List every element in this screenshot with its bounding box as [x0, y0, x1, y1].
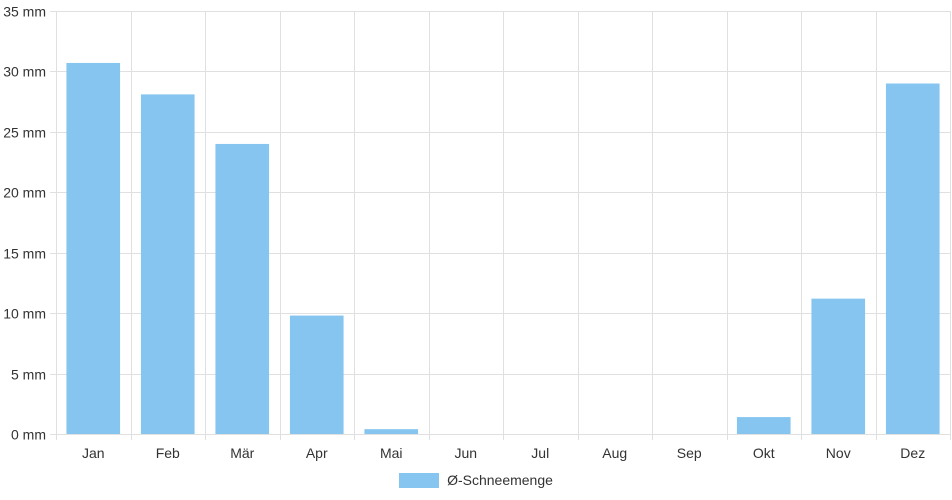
- x-tick-label: Jul: [531, 445, 549, 461]
- y-tick-label: 20 mm: [3, 185, 46, 201]
- legend-label: Ø-Schneemenge: [447, 472, 553, 488]
- bar-okt[interactable]: [736, 417, 791, 434]
- x-tick-label: Jun: [454, 445, 477, 461]
- x-axis-tick-labels: Jan Feb Mär Apr Mai Jun Jul Aug Sep Okt Nov Dez: [82, 445, 925, 461]
- y-tick-label: 35 mm: [3, 4, 46, 20]
- bar-feb[interactable]: [140, 94, 195, 435]
- bar-mai[interactable]: [364, 429, 419, 434]
- y-tick-label: 25 mm: [3, 125, 46, 141]
- grid-lines: [50, 11, 951, 440]
- bar-mär[interactable]: [215, 143, 270, 434]
- bar-jan[interactable]: [66, 62, 121, 435]
- y-tick-label: 15 mm: [3, 246, 46, 262]
- x-tick-label: Sep: [677, 445, 702, 461]
- x-tick-label: Jan: [82, 445, 105, 461]
- x-tick-label: Aug: [602, 445, 627, 461]
- x-tick-label: Mär: [230, 445, 254, 461]
- x-tick-label: Mai: [380, 445, 403, 461]
- x-tick-label: Okt: [753, 445, 775, 461]
- y-tick-label: 0 mm: [11, 427, 46, 443]
- legend[interactable]: Ø-Schneemenge: [0, 472, 952, 488]
- x-tick-label: Apr: [306, 445, 328, 461]
- legend-swatch: [399, 472, 440, 488]
- y-axis-tick-labels: 0 mm 5 mm 10 mm 15 mm 20 mm 25 mm 30 mm 35 mm: [3, 4, 46, 443]
- bars: [66, 62, 940, 435]
- y-tick-label: 5 mm: [11, 367, 46, 383]
- y-tick-label: 30 mm: [3, 64, 46, 80]
- x-tick-label: Dez: [900, 445, 925, 461]
- snow-chart: 0 mm 5 mm 10 mm 15 mm 20 mm 25 mm 30 mm 35 mm J…: [3, 4, 951, 461]
- x-tick-label: Feb: [156, 445, 180, 461]
- bar-nov[interactable]: [811, 298, 866, 434]
- bar-dez[interactable]: [885, 83, 940, 434]
- y-tick-label: 10 mm: [3, 306, 46, 322]
- x-tick-label: Nov: [826, 445, 851, 461]
- bar-apr[interactable]: [289, 315, 344, 434]
